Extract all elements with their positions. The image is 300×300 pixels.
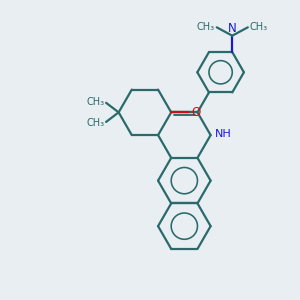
- Text: N: N: [228, 22, 237, 35]
- Text: CH₃: CH₃: [86, 118, 105, 128]
- Text: O: O: [191, 106, 200, 119]
- Text: NH: NH: [215, 129, 232, 139]
- Text: CH₃: CH₃: [197, 22, 215, 32]
- Text: CH₃: CH₃: [250, 22, 268, 32]
- Text: CH₃: CH₃: [86, 97, 105, 107]
